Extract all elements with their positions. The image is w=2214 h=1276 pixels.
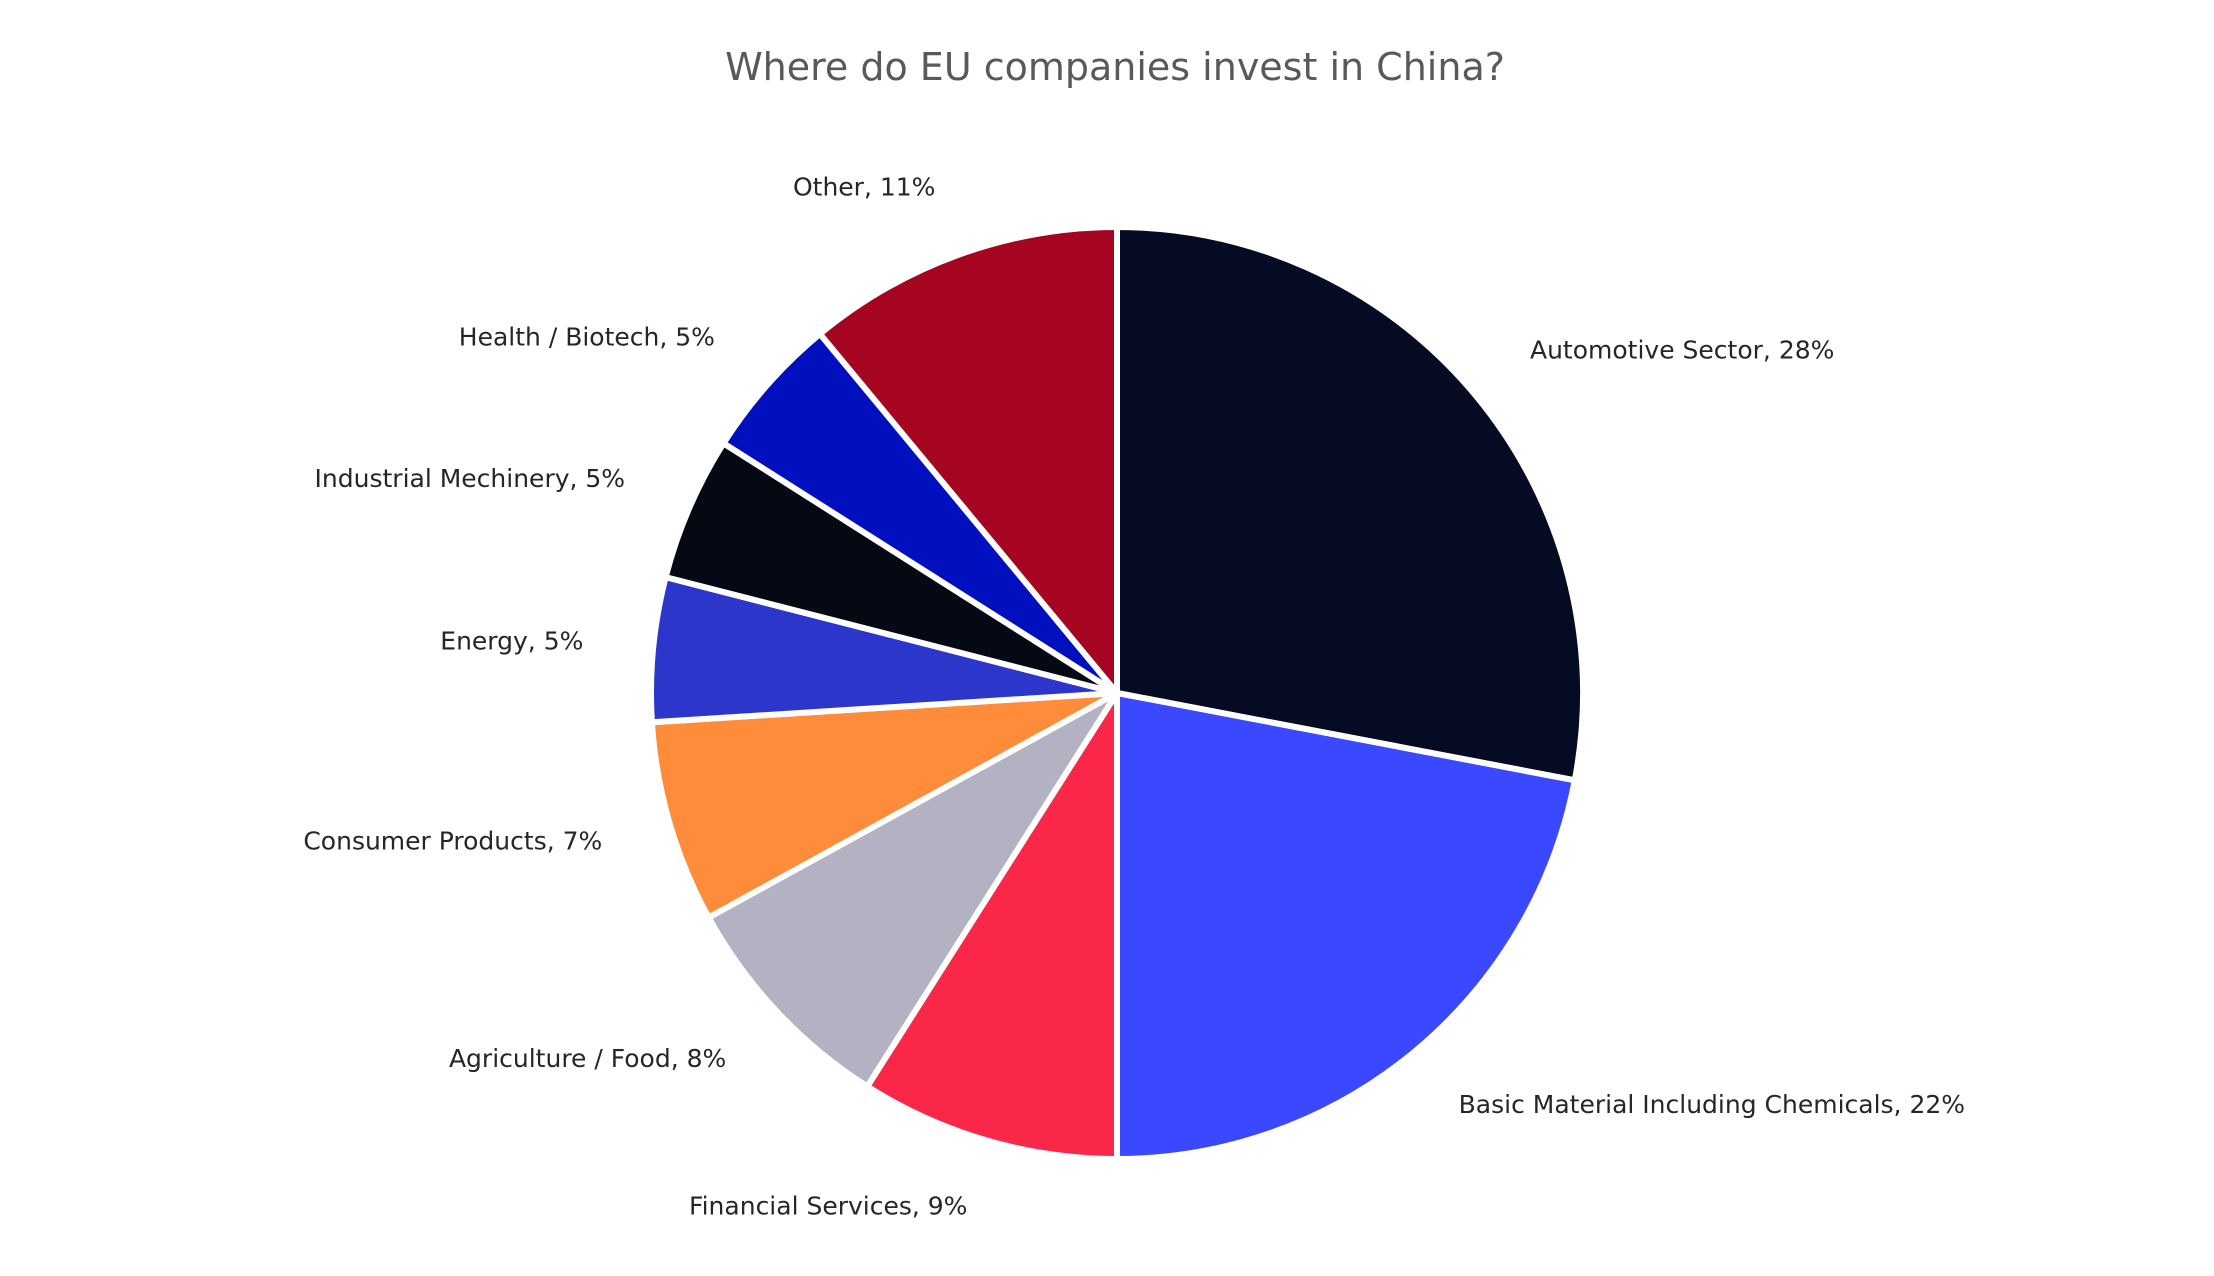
slice-label-basic-material-including-chemicals: Basic Material Including Chemicals, 22%: [1459, 1090, 1965, 1119]
pie-slice-consumer-products: [648, 690, 1119, 922]
pie-slice-other: [815, 223, 1120, 702]
slice-label-consumer-products: Consumer Products, 7%: [303, 827, 602, 856]
pie-slice-basic-material-including-chemicals: [1114, 689, 1579, 1163]
chart-title: Where do EU companies invest in China?: [725, 45, 1505, 89]
pie-slices: [648, 223, 1587, 1163]
slice-label-agriculture-food: Agriculture / Food, 8%: [449, 1044, 726, 1073]
slice-label-automotive-sector: Automotive Sector, 28%: [1530, 335, 1834, 364]
pie-slice-agriculture-food: [704, 690, 1120, 1091]
pie-slice-financial-services: [863, 682, 1120, 1163]
slice-label-health-biotech: Health / Biotech, 5%: [459, 323, 715, 352]
slice-label-energy: Energy, 5%: [440, 627, 583, 656]
slice-label-other: Other, 11%: [793, 173, 935, 202]
pie-slice-automotive-sector: [1114, 223, 1587, 784]
pie-labels: Automotive Sector, 28% Basic Material Inc…: [303, 173, 1965, 1221]
slice-label-financial-services: Financial Services, 9%: [689, 1192, 967, 1221]
slice-label-industrial-mechinery: Industrial Mechinery, 5%: [315, 464, 626, 493]
